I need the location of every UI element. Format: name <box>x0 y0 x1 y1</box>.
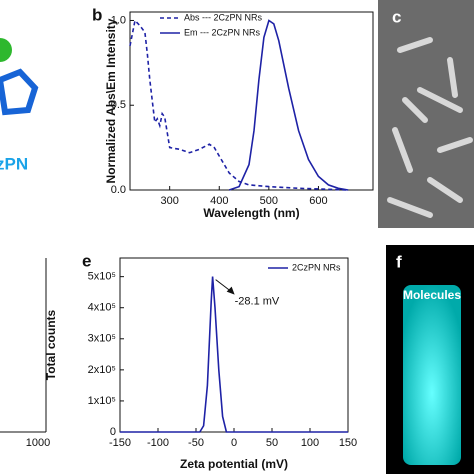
y-tick-label: 0.0 <box>111 184 126 196</box>
x-tick-label: 150 <box>339 437 357 449</box>
y-tick-label: 1x10⁵ <box>88 395 116 407</box>
x-tick-label: -50 <box>188 437 204 449</box>
tick-label: 1000 <box>26 437 50 449</box>
y-tick-label: 0 <box>110 426 116 438</box>
y-tick-label: 0.5 <box>111 99 126 111</box>
line-series <box>228 19 349 191</box>
fragment-text: zPN <box>0 154 28 173</box>
x-axis-label: Zeta potential (mV) <box>180 457 288 471</box>
line-series <box>120 276 348 433</box>
legend-label: Abs --- 2CzPN NRs <box>184 12 263 22</box>
x-tick-label: 600 <box>309 195 327 207</box>
panel-label: f <box>396 252 402 271</box>
x-axis-label: Wavelength (nm) <box>203 206 299 220</box>
photo-text: Molecules <box>403 288 461 302</box>
x-tick-label: 100 <box>301 437 319 449</box>
arrow-head <box>226 286 235 295</box>
rods <box>387 37 473 218</box>
annotation: -28.1 mV <box>235 296 280 308</box>
icon <box>0 38 12 62</box>
vial <box>403 285 461 465</box>
y-tick-label: 3x10⁵ <box>88 333 116 345</box>
panel-label: b <box>92 5 102 24</box>
x-tick-label: 0 <box>231 437 237 449</box>
x-tick-label: 50 <box>266 437 278 449</box>
sem-image <box>378 0 474 228</box>
x-tick-label: 300 <box>160 195 178 207</box>
icon <box>0 68 39 116</box>
y-axis-label: Normalized Abs\Em Intensity <box>104 18 118 183</box>
y-tick-label: 1.0 <box>111 14 126 26</box>
x-tick-label: -150 <box>109 437 131 449</box>
x-tick-label: 500 <box>260 195 278 207</box>
legend-label: Em --- 2CzPN NRs <box>184 27 260 37</box>
panel-label: c <box>392 7 401 26</box>
x-tick-label: -100 <box>147 437 169 449</box>
y-tick-label: 4x10⁵ <box>88 302 116 314</box>
y-tick-label: 2x10⁵ <box>88 364 116 376</box>
panel-label: e <box>82 251 91 270</box>
y-tick-label: 5x10⁵ <box>88 271 116 283</box>
line-series <box>129 18 349 191</box>
plot-frame <box>129 11 374 191</box>
plot-frame <box>119 257 349 433</box>
y-axis-label: Total counts <box>44 309 58 380</box>
legend-label: 2CzPN NRs <box>292 262 341 272</box>
x-tick-label: 400 <box>210 195 228 207</box>
